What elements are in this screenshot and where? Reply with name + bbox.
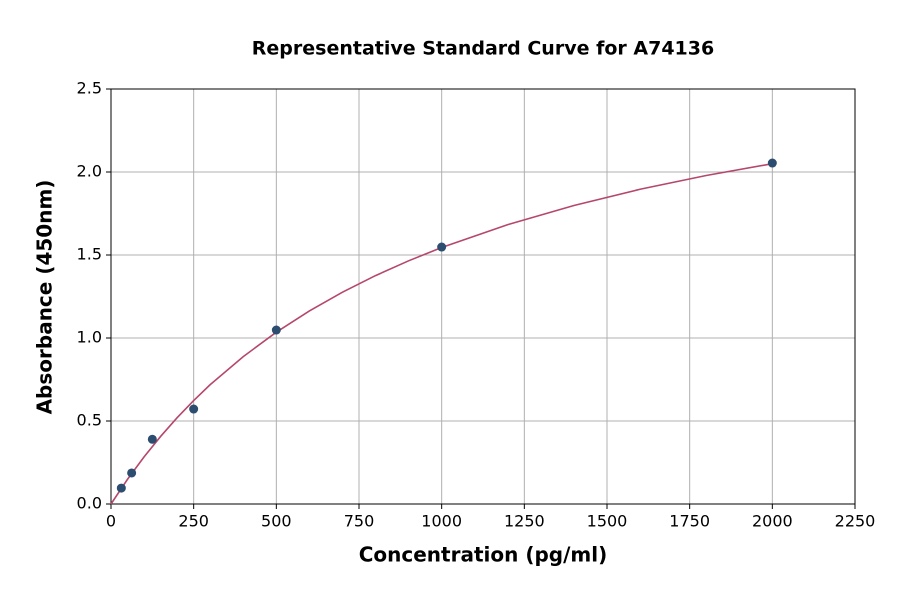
x-tick-label: 1500 [587,512,628,531]
x-tick-label: 2250 [835,512,876,531]
y-tick-label: 1.0 [77,328,102,347]
data-point [116,483,126,493]
x-tick-label: 250 [178,512,209,531]
y-tick-label: 2.0 [77,162,102,181]
x-axis-label: Concentration (pg/ml) [359,543,608,567]
chart-title: Representative Standard Curve for A74136 [252,38,714,60]
x-tick-label: 2000 [752,512,793,531]
data-point [189,404,199,414]
data-point [127,468,137,478]
y-tick-label: 1.5 [77,245,102,264]
data-point [437,242,447,252]
x-tick-label: 750 [344,512,375,531]
x-tick-label: 1000 [421,512,462,531]
fit-curve [110,162,773,505]
y-tick-label: 0.5 [77,411,102,430]
x-tick-label: 0 [106,512,116,531]
y-tick-label: 0.0 [77,494,102,513]
data-point [147,434,157,444]
y-axis-label: Absorbance (450nm) [33,180,57,415]
x-tick-label: 1250 [504,512,545,531]
data-point [767,158,777,168]
x-tick-label: 1750 [669,512,710,531]
data-point [271,325,281,335]
x-tick-label: 500 [261,512,292,531]
plot-frame [110,88,856,505]
y-tick-label: 2.5 [77,79,102,98]
